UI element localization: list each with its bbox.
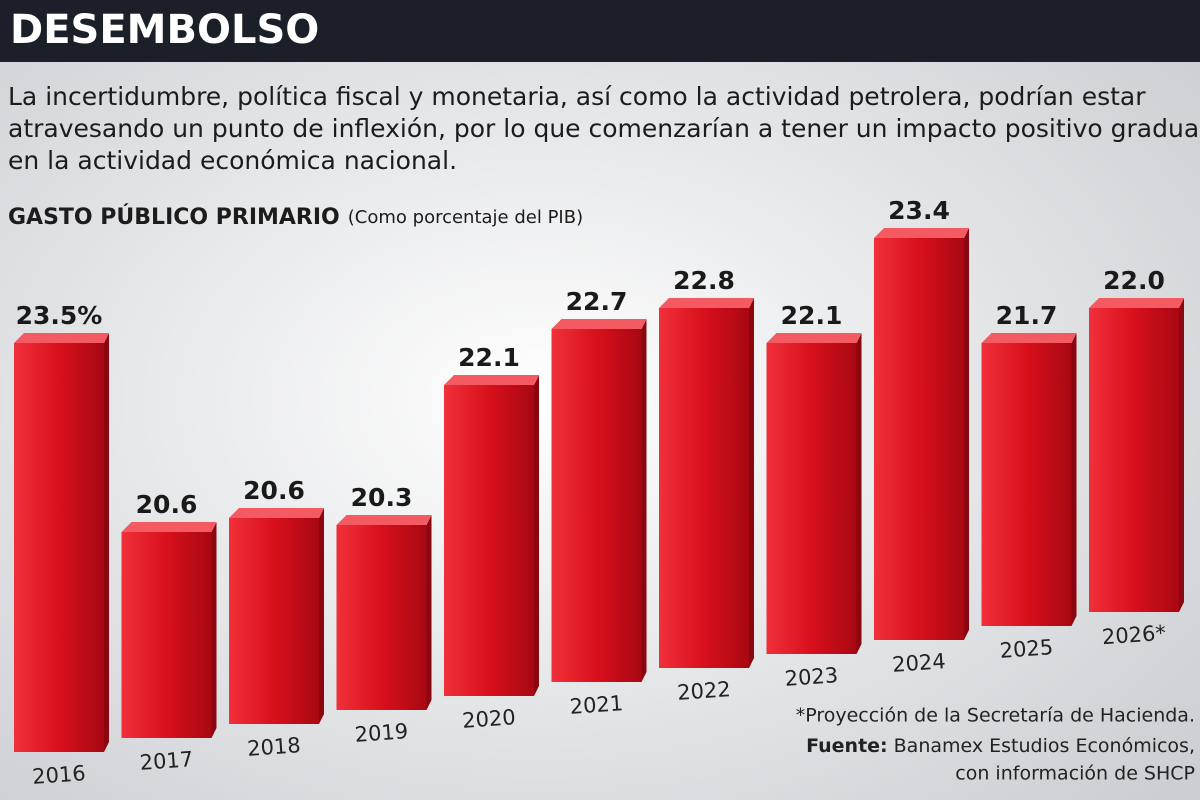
bar [766, 343, 857, 654]
bar-top [766, 333, 862, 343]
x-tick-label: 2019 [354, 719, 409, 747]
bar-top [14, 333, 109, 343]
bar [1089, 308, 1179, 612]
note: *Proyección de la Secretaría de Hacienda… [796, 705, 1195, 727]
bar [551, 329, 642, 682]
bar-top [659, 298, 754, 308]
bar-side [534, 375, 539, 696]
value-label: 20.6 [136, 490, 198, 519]
title: DESEMBOLSO [10, 7, 319, 53]
source-text: Banamex Estudios Económicos, [894, 735, 1195, 757]
bar-top [1089, 298, 1184, 308]
value-label: 22.8 [673, 266, 735, 295]
value-label: 23.4 [888, 196, 950, 225]
value-label: 22.1 [458, 343, 520, 372]
bar-side [104, 333, 109, 752]
chart-title-main: GASTO PÚBLICO PRIMARIO [8, 204, 340, 230]
title-bar [0, 0, 1200, 62]
x-tick-label: 2023 [784, 663, 839, 691]
bar-side [964, 228, 969, 640]
bar [444, 385, 534, 696]
value-label: 20.6 [243, 476, 305, 505]
x-tick-label: 2016 [31, 761, 86, 789]
bar-top [229, 508, 324, 518]
value-label: 23.5% [16, 301, 103, 330]
bar-top [444, 375, 539, 385]
value-label: 22.0 [1103, 266, 1165, 295]
bar-side [1071, 333, 1077, 626]
x-tick-label: 2022 [676, 677, 731, 705]
bar-side [211, 522, 217, 738]
x-tick-label: 2025 [999, 635, 1054, 663]
subtitle: en la actividad económica nacional. [8, 146, 457, 175]
source: con información de SHCP [955, 763, 1195, 785]
bar [121, 532, 212, 738]
bar [229, 518, 319, 724]
source-label: Fuente: [806, 735, 888, 757]
bars: 23.5% 2016 20.6 2017 20.6 2018 20.3 2019 22.1 202… [14, 196, 1184, 789]
bar [874, 238, 964, 640]
x-tick-label: 2026* [1101, 621, 1166, 649]
bar-top [981, 333, 1077, 343]
chart-title-unit: (Como porcentaje del PIB) [348, 207, 583, 228]
bar-top [336, 515, 432, 525]
bar-side [641, 319, 647, 682]
bar-top [551, 319, 647, 329]
bar-top [121, 522, 217, 532]
bar [659, 308, 749, 668]
value-label: 21.7 [996, 301, 1058, 330]
subtitle: La incertidumbre, política fiscal y mone… [8, 82, 1146, 111]
bar-side [856, 333, 862, 654]
bar [981, 343, 1072, 626]
value-label: 22.1 [781, 301, 843, 330]
x-tick-label: 2017 [139, 747, 194, 775]
value-label: 20.3 [351, 483, 413, 512]
bar [14, 343, 104, 752]
bar-side [426, 515, 432, 710]
bar-side [749, 298, 754, 668]
value-label: 22.7 [566, 287, 628, 316]
x-tick-label: 2020 [461, 705, 516, 733]
bar-side [319, 508, 324, 724]
subtitle: atravesando un punto de inflexión, por l… [8, 114, 1200, 143]
bar-top [874, 228, 969, 238]
x-tick-label: 2018 [246, 733, 301, 761]
bar [336, 525, 427, 710]
bar-side [1179, 298, 1184, 612]
chart-title: GASTO PÚBLICO PRIMARIO (Como porcentaje d… [8, 204, 583, 230]
x-tick-label: 2021 [569, 691, 624, 719]
source: Fuente: Banamex Estudios Económicos, [806, 735, 1195, 757]
x-tick-label: 2024 [891, 649, 946, 677]
